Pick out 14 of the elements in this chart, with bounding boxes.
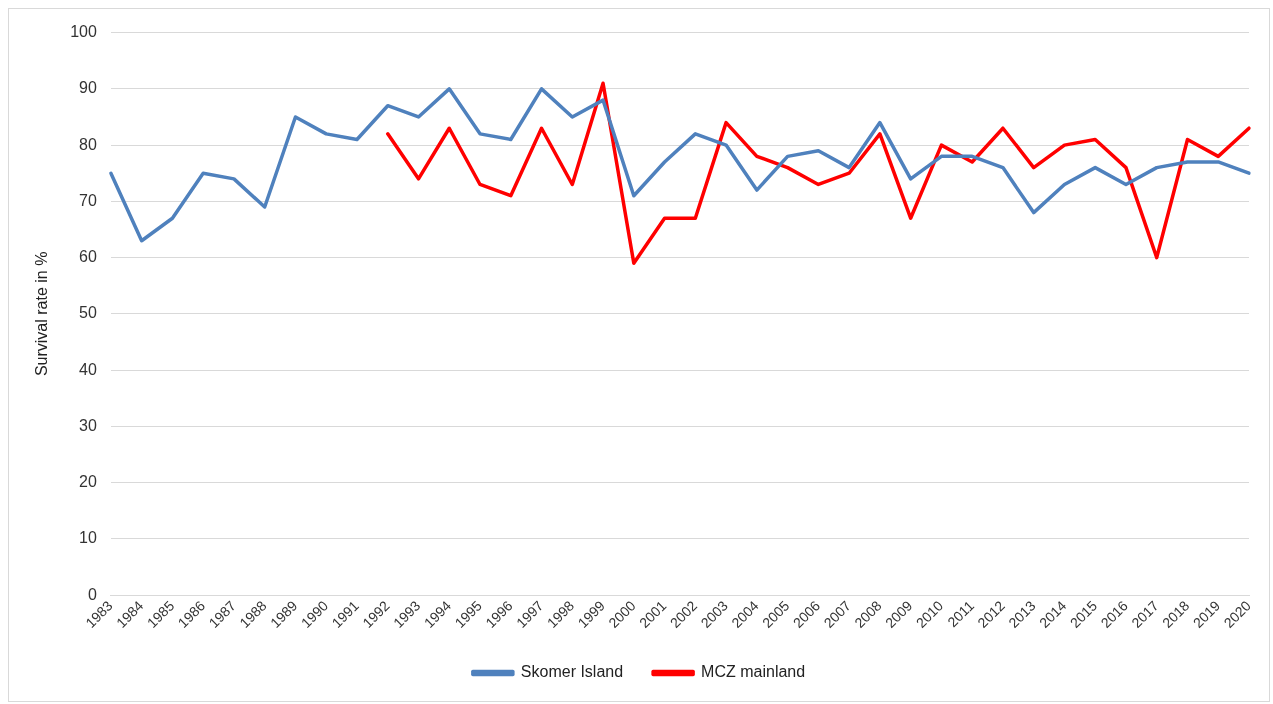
legend-label: Skomer Island	[520, 663, 624, 681]
y-tick-label: 10	[79, 529, 97, 547]
legend-label: MCZ mainland	[701, 663, 806, 681]
y-tick-label: 0	[87, 585, 97, 603]
y-tick-label: 50	[79, 304, 97, 322]
y-tick-label: 40	[79, 360, 97, 378]
y-tick-label: 20	[79, 473, 97, 490]
y-tick-label: 90	[79, 79, 97, 97]
y-tick-label: 30	[79, 416, 97, 434]
y-tick-label: 100	[70, 23, 97, 41]
y-axis-title: Survival rate in %	[33, 251, 51, 377]
y-tick-label: 60	[79, 248, 97, 266]
y-tick-label: 70	[79, 191, 97, 209]
y-tick-label: 80	[79, 135, 97, 153]
